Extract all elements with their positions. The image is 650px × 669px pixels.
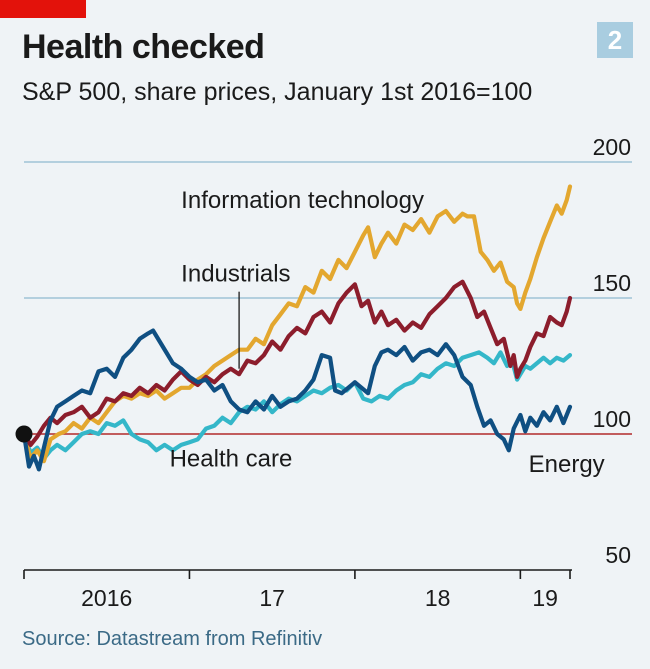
chart-number-badge: 2: [597, 22, 633, 58]
y-tick-label-50: 50: [605, 542, 631, 568]
chart-subtitle: S&P 500, share prices, January 1st 2016=…: [22, 78, 533, 106]
series-line-healthcare: [21, 350, 573, 461]
annotation-it: Information technology: [181, 187, 424, 214]
series-lines: [15, 184, 573, 472]
series-line-energy: [21, 328, 573, 472]
annotation-healthcare: Health care: [170, 446, 293, 473]
x-axis: 2016 17 18 19: [23, 569, 572, 611]
source-note: Source: Datastream from Refinitiv: [22, 628, 323, 650]
x-tick-label-17: 17: [259, 585, 285, 611]
series-annotations: Information technology Industrials Health …: [170, 187, 605, 478]
x-tick-label-2016: 2016: [81, 585, 132, 611]
start-point-marker: [15, 425, 33, 443]
annotation-industrials: Industrials: [181, 261, 290, 288]
x-tick-label-18: 18: [425, 585, 451, 611]
gridlines: [24, 161, 632, 435]
annotation-energy: Energy: [529, 451, 605, 478]
series-line-industrials: [21, 279, 573, 447]
y-tick-label-200: 200: [593, 134, 631, 160]
chart-title: Health checked: [22, 28, 265, 66]
brand-red-tag: [0, 0, 86, 18]
x-tick-label-19: 19: [532, 585, 558, 611]
y-tick-label-150: 150: [593, 270, 631, 296]
y-tick-label-100: 100: [593, 406, 631, 432]
y-axis-labels: 50 100 150 200: [593, 134, 631, 568]
